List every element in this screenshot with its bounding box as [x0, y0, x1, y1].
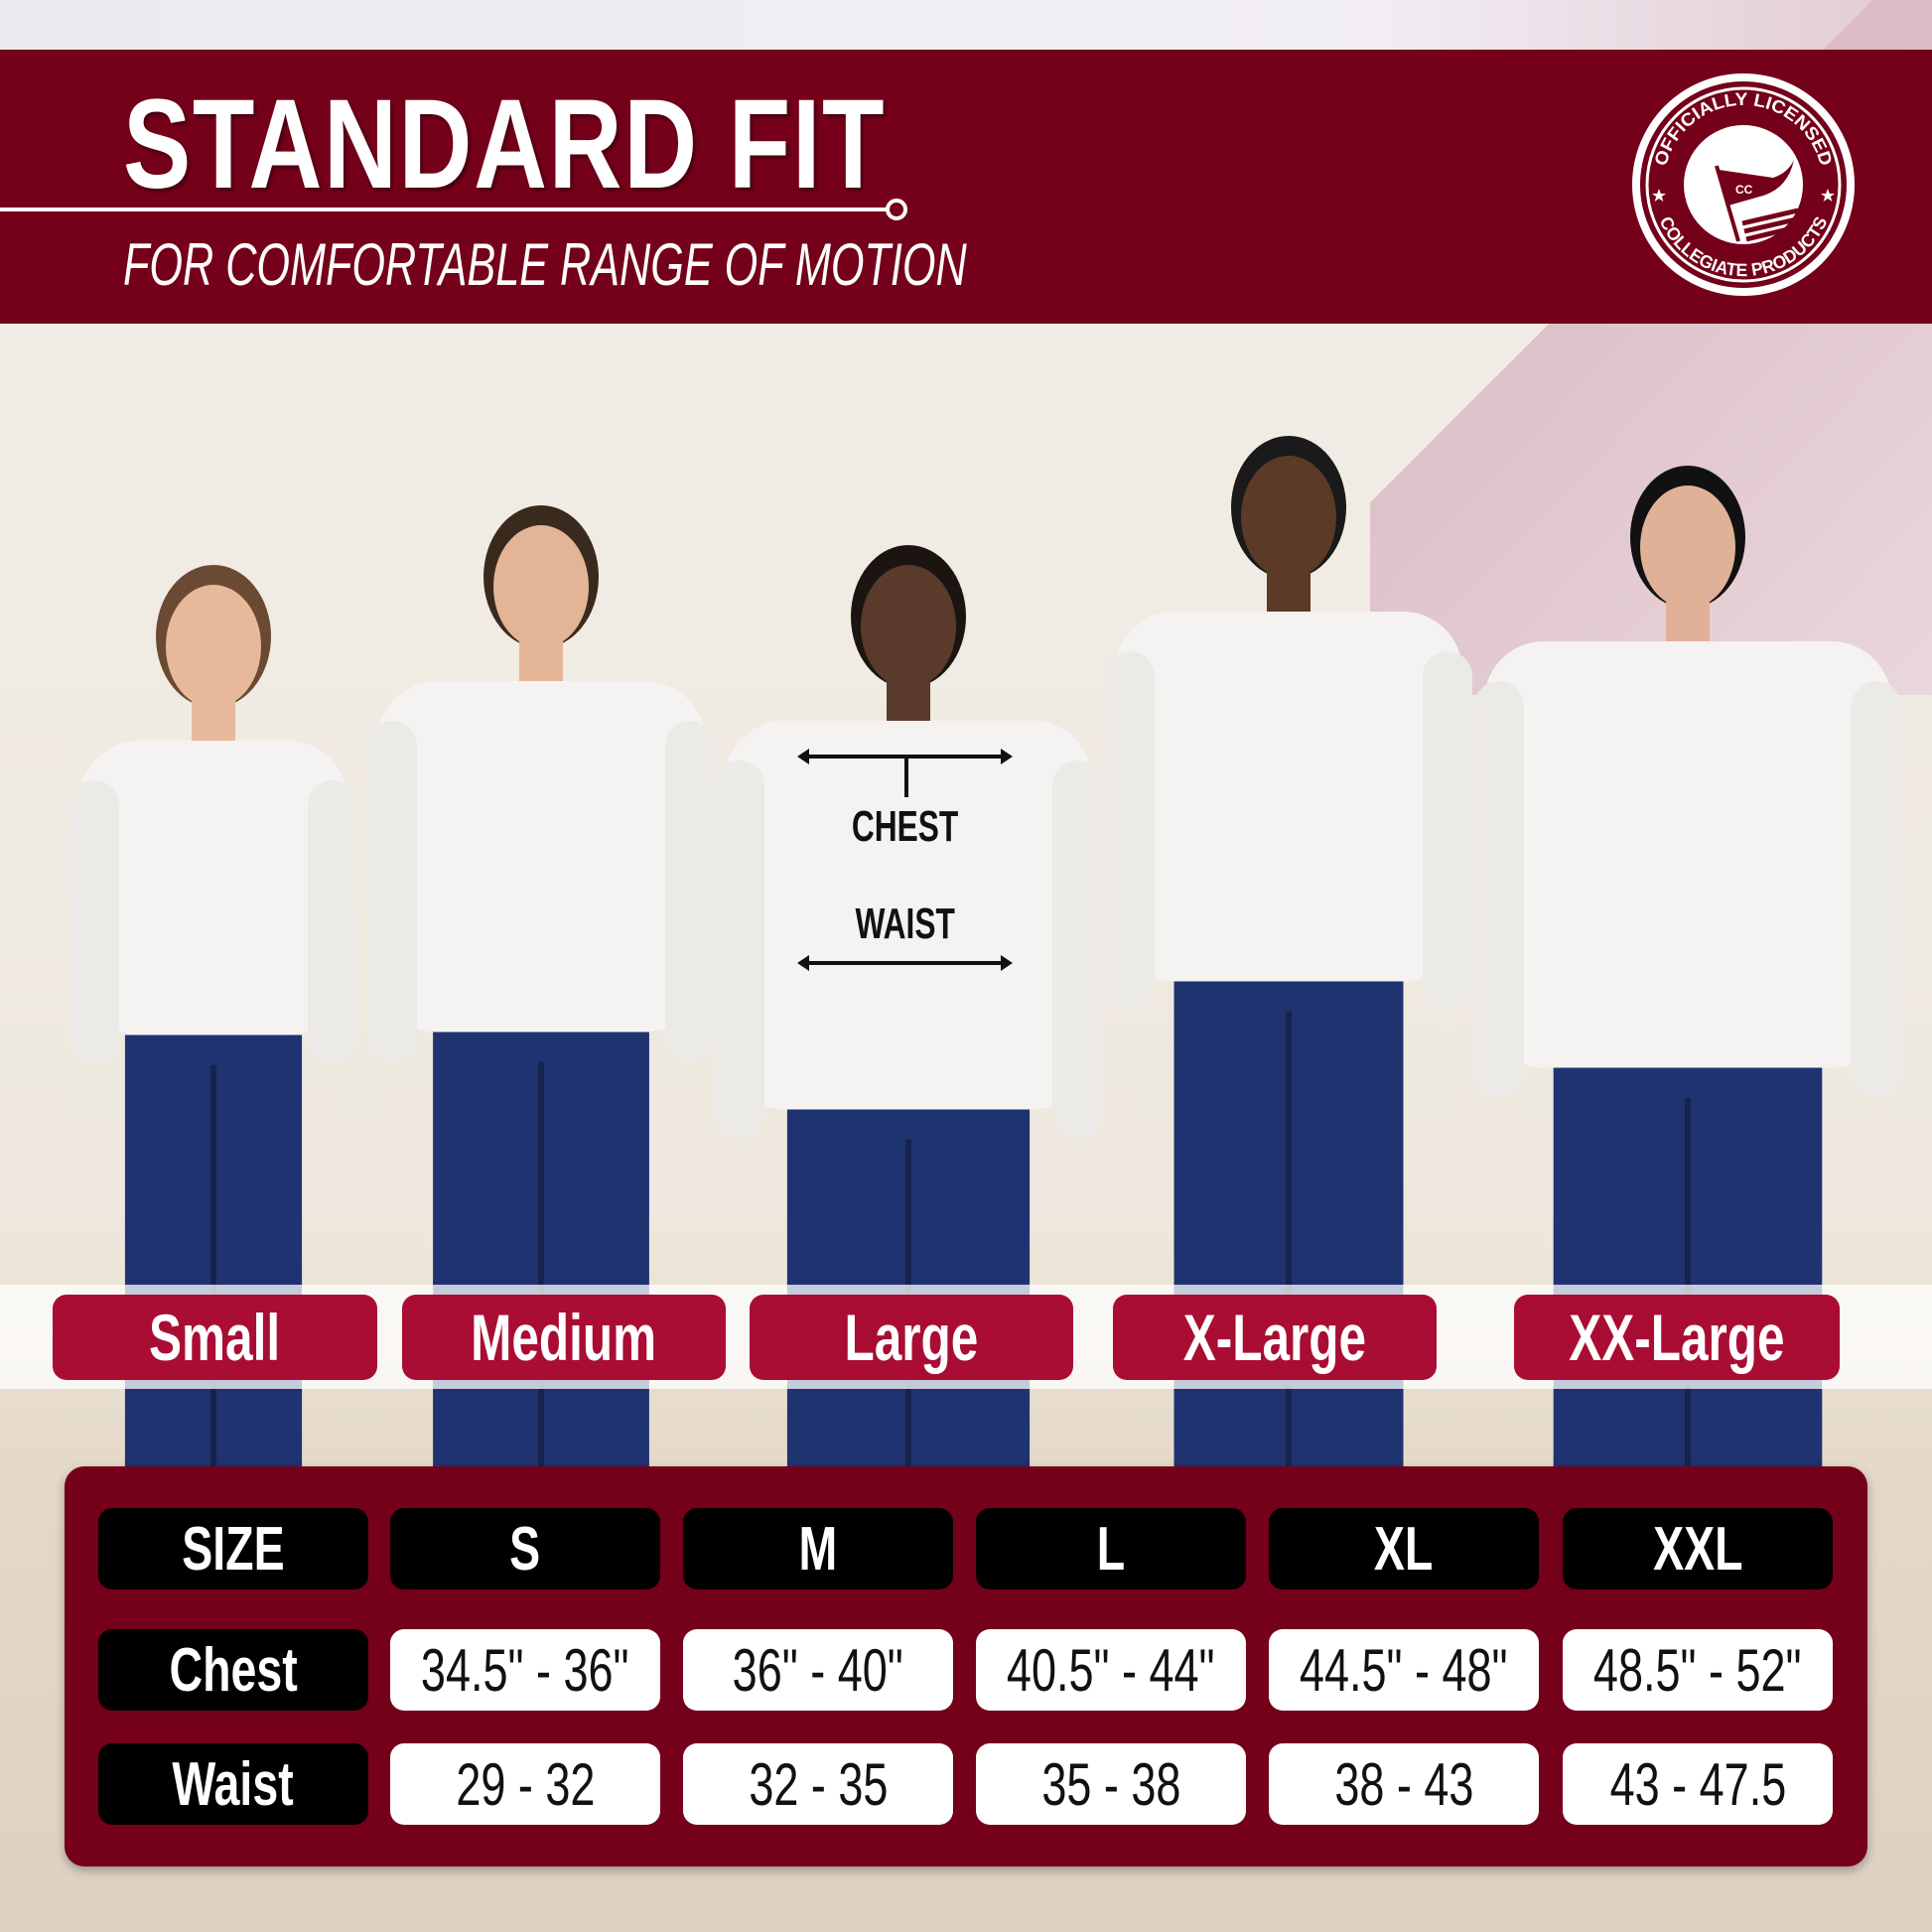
table-value-cell: 48.5" - 52": [1563, 1629, 1833, 1711]
size-label-small: Small: [53, 1295, 377, 1380]
cell-text: 44.5" - 48": [1300, 1636, 1508, 1704]
cell-text: L: [1096, 1514, 1126, 1584]
table-row-label: Waist: [98, 1743, 368, 1825]
table-value-cell: 34.5" - 36": [390, 1629, 660, 1711]
cell-text: 35 - 38: [1040, 1750, 1181, 1818]
size-label-xx-large: XX-Large: [1514, 1295, 1840, 1380]
table-header-cell: S: [390, 1508, 660, 1589]
page-subtitle: FOR COMFORTABLE RANGE OF MOTION: [123, 231, 967, 298]
model-figure: [1474, 466, 1901, 1475]
table-header-cell: XXL: [1563, 1508, 1833, 1589]
waist-label: WAIST: [855, 899, 955, 948]
cell-text: XXL: [1652, 1514, 1743, 1584]
table-header-cell: M: [683, 1508, 953, 1589]
model-figure: [69, 565, 357, 1475]
size-label-large: Large: [750, 1295, 1073, 1380]
cell-text: SIZE: [182, 1514, 285, 1584]
star-icon: [1652, 189, 1666, 202]
cell-text: Chest: [169, 1635, 298, 1705]
table-value-cell: 35 - 38: [976, 1743, 1246, 1825]
cell-text: M: [798, 1514, 838, 1584]
star-icon: [1821, 189, 1835, 202]
chest-label: CHEST: [851, 802, 959, 851]
table-value-cell: 29 - 32: [390, 1743, 660, 1825]
table-header-cell: L: [976, 1508, 1246, 1589]
cell-text: 36" - 40": [732, 1636, 904, 1704]
cell-text: S: [509, 1514, 541, 1584]
header-banner: [0, 50, 1932, 324]
table-row-label: Chest: [98, 1629, 368, 1711]
table-value-cell: 40.5" - 44": [976, 1629, 1246, 1711]
logo-flag-text: CC: [1735, 183, 1753, 197]
cell-text: Waist: [172, 1749, 295, 1819]
cell-text: 40.5" - 44": [1007, 1636, 1215, 1704]
table-value-cell: 44.5" - 48": [1269, 1629, 1539, 1711]
size-label-medium: Medium: [402, 1295, 726, 1380]
cell-text: 29 - 32: [455, 1750, 596, 1818]
table-value-cell: 32 - 35: [683, 1743, 953, 1825]
model-figure: [1105, 436, 1472, 1475]
divider-line: [0, 207, 889, 211]
waist-measure-arrow: [797, 951, 1013, 980]
table-header-cell: SIZE: [98, 1508, 368, 1589]
cell-text: 34.5" - 36": [421, 1636, 629, 1704]
size-label-x-large: X-Large: [1113, 1295, 1437, 1380]
table-value-cell: 36" - 40": [683, 1629, 953, 1711]
page-title: STANDARD FIT: [123, 73, 887, 215]
table-header-cell: XL: [1269, 1508, 1539, 1589]
table-value-cell: 38 - 43: [1269, 1743, 1539, 1825]
divider-dot: [886, 199, 907, 220]
licensed-seal-logo: OFFICIALLY LICENSED COLLEGIATE PRODUCTS …: [1632, 73, 1855, 296]
cell-text: 32 - 35: [748, 1750, 889, 1818]
table-value-cell: 43 - 47.5: [1563, 1743, 1833, 1825]
cell-text: 43 - 47.5: [1609, 1750, 1786, 1818]
models-photo: [69, 436, 1901, 1475]
chest-measure-arrow: [797, 743, 1013, 813]
cell-text: XL: [1374, 1514, 1434, 1584]
cell-text: 48.5" - 52": [1593, 1636, 1802, 1704]
cell-text: 38 - 43: [1333, 1750, 1474, 1818]
model-figure: [367, 505, 715, 1475]
